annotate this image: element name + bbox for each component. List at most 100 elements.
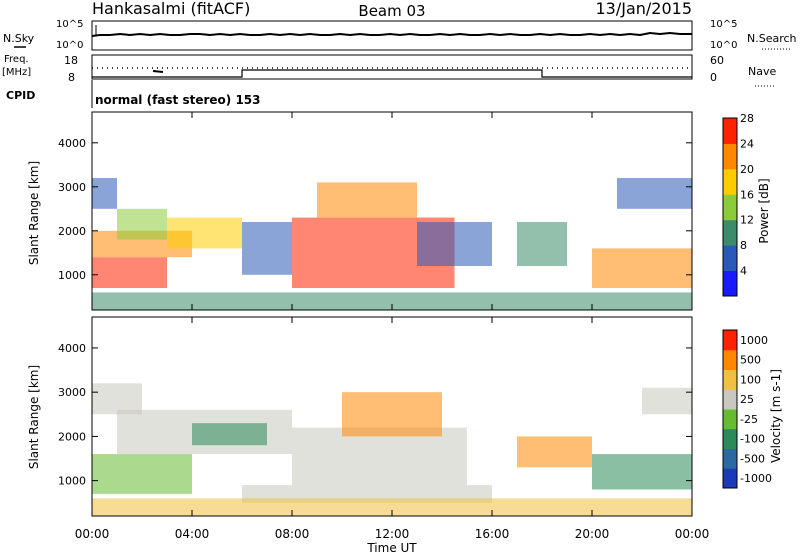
scatter-region — [517, 222, 567, 266]
colorbar-tick-label: 12 — [740, 214, 754, 227]
y-tick-label: 2000 — [58, 225, 86, 238]
colorbar-tick-label: 25 — [740, 393, 754, 406]
freq-trace — [92, 69, 692, 78]
colorbar-tick-label: 8 — [740, 239, 747, 252]
velocity-colorbar: 1000 500 100 25 -25 -100 -500 -1000 — [722, 329, 772, 489]
cpid-text: normal (fast stereo) 153 — [95, 93, 261, 107]
scatter-region — [317, 182, 417, 218]
colorbar-swatch — [723, 389, 737, 410]
colorbar-tick-label: 100 — [740, 373, 761, 386]
power-heatmap — [92, 178, 692, 310]
freq-label-top: Freq. — [4, 54, 29, 65]
noise-sky-trace — [91, 31, 692, 37]
scatter-region — [92, 454, 192, 494]
freq-tick-top: 18 — [64, 54, 78, 67]
scatter-region — [92, 383, 142, 415]
scatter-region — [342, 392, 442, 437]
scatter-region — [592, 248, 692, 288]
colorbar-tick-label: 1000 — [740, 334, 768, 347]
colorbar-tick-label: 4 — [740, 265, 747, 278]
y-tick-label: 2000 — [58, 430, 86, 443]
scatter-region — [92, 257, 167, 288]
station-title: Hankasalmi (fitACF) — [92, 0, 250, 18]
noise-left-tick-bottom: 10^0 — [56, 40, 83, 51]
scatter-region — [167, 217, 242, 249]
frequency-panel: Freq. [MHz] 18 8 60 0 Nave — [2, 54, 776, 87]
noise-right-tick-bottom: 10^0 — [710, 40, 737, 51]
scatter-region — [117, 208, 167, 240]
colorbar-tick-label: -500 — [740, 452, 765, 465]
colorbar-swatch — [723, 270, 737, 297]
x-tick-label: 00:00 — [75, 527, 110, 541]
velocity-ylabel: Slant Range [km] — [27, 365, 41, 469]
colorbar-tick-label: 24 — [740, 137, 754, 150]
scatter-region — [292, 427, 467, 486]
x-tick-label: 00:00 — [675, 527, 710, 541]
y-tick-label: 3000 — [58, 181, 86, 194]
beam-title: Beam 03 — [358, 2, 425, 20]
scatter-region — [642, 387, 692, 415]
y-tick-label: 4000 — [58, 137, 86, 150]
power-colorbar: 4 8 12 16 20 24 28 — [722, 112, 754, 297]
scatter-region — [617, 178, 692, 209]
noise-panel: N.Sky 10^5 10^0 10^5 10^0 N.Search — [3, 19, 797, 51]
colorbar-swatch — [723, 330, 737, 351]
scatter-region — [417, 222, 492, 266]
date-title: 13/Jan/2015 — [595, 0, 692, 18]
colorbar-swatch — [723, 219, 737, 246]
cpid-row: CPID normal (fast stereo) 153 — [6, 80, 261, 108]
noise-right-label: N.Search — [747, 32, 797, 45]
colorbar-swatch — [723, 448, 737, 469]
colorbar-tick-label: 16 — [740, 188, 754, 201]
y-tick-label: 4000 — [58, 342, 86, 355]
colorbar-tick-label: -1000 — [740, 472, 772, 485]
freq-tick-bottom: 8 — [68, 71, 75, 84]
power-panel: 1000 2000 3000 4000 Slant Range [km] 4 8 12 16… — [27, 111, 771, 311]
velocity-heatmap — [92, 383, 692, 516]
colorbar-frame — [722, 117, 738, 297]
noise-right-tick-top: 10^5 — [710, 19, 737, 30]
scatter-region — [192, 423, 267, 446]
x-tick-label: 16:00 — [475, 527, 510, 541]
time-axis-label: Time UT — [366, 541, 417, 554]
colorbar-swatch — [723, 468, 737, 489]
scatter-region — [92, 292, 692, 310]
scatter-region — [592, 454, 692, 490]
power-y-axis: 1000 2000 3000 4000 — [58, 137, 692, 282]
y-tick-label: 3000 — [58, 386, 86, 399]
colorbar-swatch — [723, 428, 737, 449]
colorbar-tick-label: 500 — [740, 354, 761, 367]
colorbar-swatch — [723, 168, 737, 195]
nave-tick-bottom: 0 — [710, 71, 717, 84]
velocity-panel: 1000 2000 3000 4000 Slant Range [km] 1000 50… — [27, 316, 783, 517]
colorbar-tick-label: 20 — [740, 163, 754, 176]
colorbar-swatch — [723, 143, 737, 170]
colorbar-swatch — [723, 194, 737, 221]
noise-left-label: N.Sky — [3, 32, 35, 45]
freq-label-unit: [MHz] — [2, 67, 31, 78]
x-tick-label: 20:00 — [575, 527, 610, 541]
colorbar-swatch — [723, 369, 737, 390]
x-tick-label: 04:00 — [175, 527, 210, 541]
velocity-y-axis: 1000 2000 3000 4000 — [58, 342, 692, 488]
colorbar-tick-label: -25 — [740, 413, 758, 426]
colorbar-tick-label: 28 — [740, 112, 754, 125]
colorbar-swatch — [723, 245, 737, 272]
time-axis: 00:00 04:00 08:00 12:00 16:00 20:00 00:00 — [75, 112, 710, 541]
nave-label: Nave — [748, 65, 776, 78]
nave-tick-top: 60 — [710, 54, 724, 67]
x-tick-label: 08:00 — [275, 527, 310, 541]
power-ylabel: Slant Range [km] — [27, 161, 41, 265]
scatter-region — [92, 498, 692, 516]
colorbar-swatch — [723, 409, 737, 430]
cpid-label: CPID — [6, 89, 35, 102]
y-tick-label: 1000 — [58, 475, 86, 488]
noise-left-tick-top: 10^5 — [56, 19, 83, 30]
velocity-colorbar-label: Velocity [m s-1] — [769, 369, 783, 463]
scatter-region — [92, 178, 117, 209]
power-colorbar-label: Power [dB] — [757, 178, 771, 243]
scatter-region — [517, 436, 592, 468]
colorbar-swatch — [723, 118, 737, 144]
y-tick-label: 1000 — [58, 269, 86, 282]
